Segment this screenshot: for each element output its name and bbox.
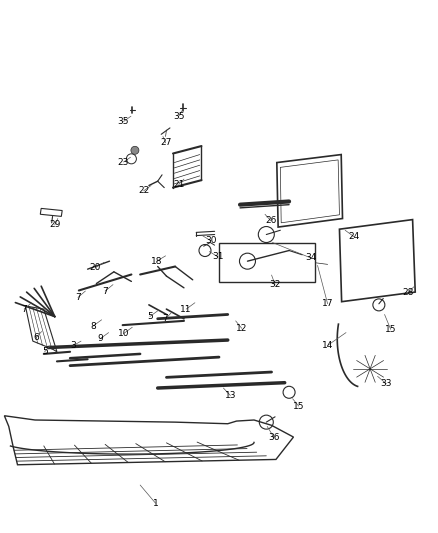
Text: 7: 7 <box>102 287 108 295</box>
Text: 28: 28 <box>403 288 414 296</box>
Circle shape <box>131 146 139 155</box>
Bar <box>219 243 315 282</box>
Text: 29: 29 <box>49 221 60 229</box>
Text: 7: 7 <box>162 314 169 323</box>
Text: 18: 18 <box>151 257 162 265</box>
Text: 35: 35 <box>173 112 184 120</box>
Text: 6: 6 <box>33 334 39 342</box>
Text: 1: 1 <box>152 499 159 507</box>
Text: 34: 34 <box>305 254 317 262</box>
Text: 8: 8 <box>90 322 96 330</box>
Text: 32: 32 <box>269 280 281 289</box>
Text: 24: 24 <box>348 232 360 241</box>
Text: 14: 14 <box>322 341 333 350</box>
Text: 7: 7 <box>21 305 27 313</box>
Text: 15: 15 <box>385 325 396 334</box>
Text: 3: 3 <box>71 341 77 350</box>
Text: 30: 30 <box>205 237 217 245</box>
Text: 10: 10 <box>118 329 129 338</box>
Text: 35: 35 <box>118 117 129 126</box>
Text: 27: 27 <box>160 139 171 147</box>
Text: 15: 15 <box>293 402 304 410</box>
Text: 20: 20 <box>90 263 101 272</box>
Text: 11: 11 <box>180 305 192 313</box>
Text: 13: 13 <box>225 391 236 400</box>
Text: 12: 12 <box>236 324 247 333</box>
Text: 31: 31 <box>212 253 224 261</box>
Text: 36: 36 <box>268 433 279 441</box>
Text: 26: 26 <box>265 216 276 225</box>
Text: 5: 5 <box>42 348 48 356</box>
Text: 17: 17 <box>322 300 333 308</box>
Text: 7: 7 <box>75 293 81 302</box>
Text: 33: 33 <box>381 379 392 388</box>
Text: 22: 22 <box>138 187 149 195</box>
Text: 9: 9 <box>97 335 103 343</box>
Text: 5: 5 <box>147 312 153 321</box>
Text: 23: 23 <box>118 158 129 166</box>
Text: 21: 21 <box>173 180 184 189</box>
